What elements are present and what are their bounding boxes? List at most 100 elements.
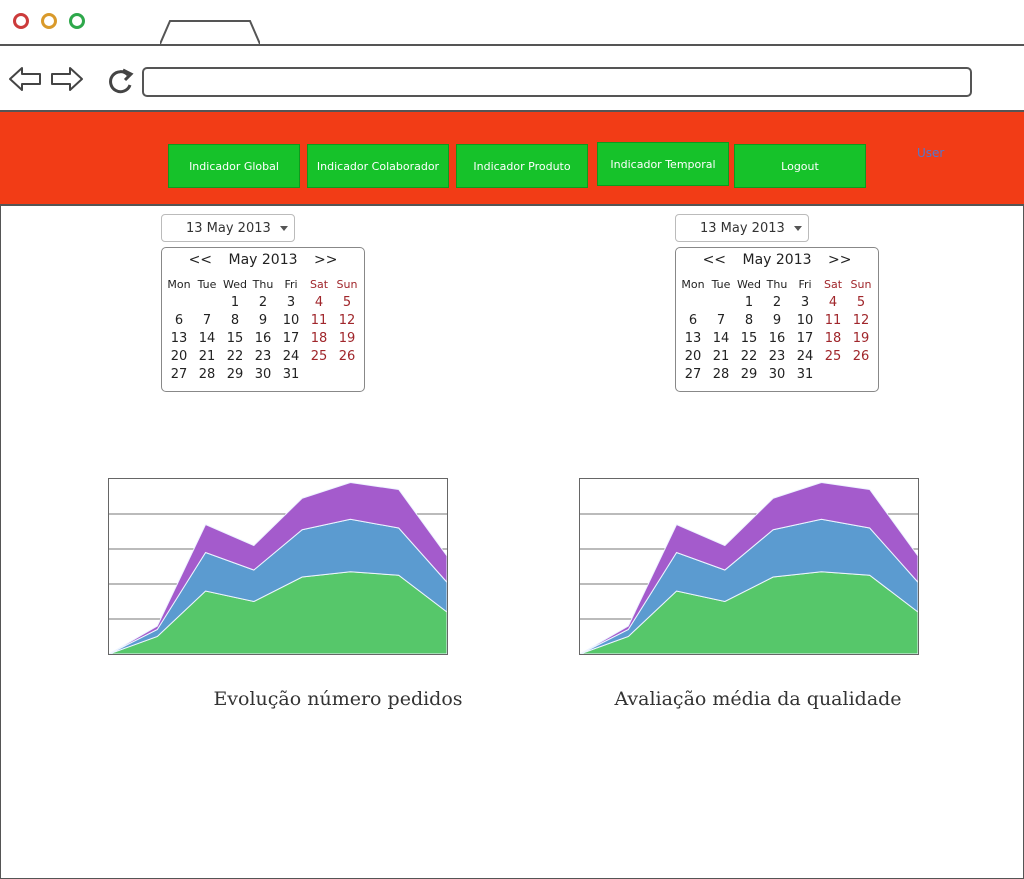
right-calendar-empty-cell bbox=[679, 294, 707, 312]
left-calendar-day-cell[interactable]: 1 bbox=[230, 295, 240, 310]
reload-icon[interactable] bbox=[106, 66, 136, 96]
right-calendar-weekday-header: Sat bbox=[823, 278, 843, 291]
left-calendar-day-cell[interactable]: 24 bbox=[282, 349, 300, 364]
left-calendar-day-cell[interactable]: 23 bbox=[254, 349, 272, 364]
left-calendar-day-cell[interactable]: 29 bbox=[226, 367, 244, 382]
left-calendar-day-cell[interactable]: 14 bbox=[198, 331, 216, 346]
back-arrow-icon[interactable] bbox=[8, 66, 42, 92]
left-calendar-day-cell[interactable]: 27 bbox=[170, 367, 188, 382]
right-calendar-month-label: May 2013 bbox=[742, 252, 812, 268]
left-date-dropdown[interactable]: 13 May 2013 bbox=[161, 214, 295, 242]
left-calendar-day-cell[interactable]: 8 bbox=[230, 313, 240, 328]
right-calendar-header: << May 2013 >> bbox=[676, 252, 878, 268]
right-calendar-day-cell[interactable]: 12 bbox=[852, 313, 870, 328]
right-calendar-weekday-header: Thu bbox=[766, 278, 788, 291]
address-bar[interactable] bbox=[142, 67, 972, 97]
left-calendar-weekday-header: Mon bbox=[167, 278, 191, 291]
right-calendar-day-cell[interactable]: 26 bbox=[852, 349, 870, 364]
left-calendar-day-cell[interactable]: 3 bbox=[286, 295, 296, 310]
left-calendar-day-cell[interactable]: 30 bbox=[254, 367, 272, 382]
left-calendar-day-cell[interactable]: 18 bbox=[310, 331, 328, 346]
left-calendar-day-cell[interactable]: 26 bbox=[338, 349, 356, 364]
right-calendar-day-cell[interactable]: 3 bbox=[800, 295, 810, 310]
right-calendar-day-cell[interactable]: 7 bbox=[716, 313, 726, 328]
menu-indicador-colaborador-button[interactable]: Indicador Colaborador bbox=[307, 144, 449, 188]
right-calendar-day-cell[interactable]: 22 bbox=[740, 349, 758, 364]
right-calendar-day-cell[interactable]: 24 bbox=[796, 349, 814, 364]
right-calendar-day-cell[interactable]: 21 bbox=[712, 349, 730, 364]
left-calendar-weekday-header: Sun bbox=[336, 278, 358, 291]
right-calendar-day-cell[interactable]: 5 bbox=[856, 295, 866, 310]
right-calendar-prev-button[interactable]: << bbox=[702, 252, 727, 268]
left-calendar-day-cell[interactable]: 22 bbox=[226, 349, 244, 364]
right-calendar-day-cell[interactable]: 18 bbox=[824, 331, 842, 346]
right-calendar-day-cell[interactable]: 13 bbox=[684, 331, 702, 346]
right-chart-caption: Avaliação média da qualidade bbox=[614, 688, 902, 710]
left-calendar-day-cell[interactable]: 11 bbox=[310, 313, 328, 328]
right-calendar-day-cell[interactable]: 23 bbox=[768, 349, 786, 364]
right-calendar-next-button[interactable]: >> bbox=[827, 252, 852, 268]
menu-indicador-produto-button[interactable]: Indicador Produto bbox=[456, 144, 588, 188]
right-calendar-day-cell[interactable]: 16 bbox=[768, 331, 786, 346]
left-calendar-next-button[interactable]: >> bbox=[313, 252, 338, 268]
right-calendar-day-cell[interactable]: 25 bbox=[824, 349, 842, 364]
left-calendar-day-cell[interactable]: 10 bbox=[282, 313, 300, 328]
right-calendar-day-cell[interactable]: 30 bbox=[768, 367, 786, 382]
right-date-dropdown[interactable]: 13 May 2013 bbox=[675, 214, 809, 242]
minimize-window-icon[interactable] bbox=[41, 13, 57, 29]
right-calendar-empty-cell bbox=[819, 366, 847, 384]
left-calendar-day-cell[interactable]: 31 bbox=[282, 367, 300, 382]
right-calendar-day-cell[interactable]: 8 bbox=[744, 313, 754, 328]
right-calendar-day-cell[interactable]: 14 bbox=[712, 331, 730, 346]
left-calendar-day-cell[interactable]: 20 bbox=[170, 349, 188, 364]
left-calendar-day-cell[interactable]: 28 bbox=[198, 367, 216, 382]
left-calendar-day-cell[interactable]: 9 bbox=[258, 313, 268, 328]
close-window-icon[interactable] bbox=[13, 13, 29, 29]
left-calendar-day-cell[interactable]: 6 bbox=[174, 313, 184, 328]
right-calendar-day-cell[interactable]: 6 bbox=[688, 313, 698, 328]
chevron-down-icon bbox=[280, 226, 288, 231]
menu-indicador-temporal-button[interactable]: Indicador Temporal bbox=[597, 142, 729, 186]
right-calendar-day-cell[interactable]: 1 bbox=[744, 295, 754, 310]
left-calendar-day-cell[interactable]: 4 bbox=[314, 295, 324, 310]
logout-button[interactable]: Logout bbox=[734, 144, 866, 188]
left-calendar-day-cell[interactable]: 17 bbox=[282, 331, 300, 346]
left-calendar-day-cell[interactable]: 12 bbox=[338, 313, 356, 328]
forward-arrow-icon[interactable] bbox=[50, 66, 84, 92]
browser-tab[interactable] bbox=[160, 20, 260, 44]
left-calendar-day-cell[interactable]: 15 bbox=[226, 331, 244, 346]
left-calendar-empty-cell bbox=[165, 384, 193, 402]
left-calendar-day-cell[interactable]: 21 bbox=[198, 349, 216, 364]
right-calendar-day-cell[interactable]: 2 bbox=[772, 295, 782, 310]
chevron-down-icon bbox=[794, 226, 802, 231]
right-calendar-day-cell[interactable]: 31 bbox=[796, 367, 814, 382]
right-calendar-grid: Mon Tue Wed Thu Fri Sat Sun 1 2 3 4 5 6 7 8 9 10 11 12 13 14… bbox=[679, 276, 877, 402]
right-calendar-weekday-header: Fri bbox=[798, 278, 812, 291]
right-calendar-day-cell[interactable]: 20 bbox=[684, 349, 702, 364]
left-calendar-prev-button[interactable]: << bbox=[188, 252, 213, 268]
left-calendar-day-cell[interactable]: 2 bbox=[258, 295, 268, 310]
left-calendar: << May 2013 >> Mon Tue Wed Thu Fri Sat Sun 1 2 3 4… bbox=[161, 247, 365, 392]
right-date-value: 13 May 2013 bbox=[700, 220, 785, 236]
right-calendar-day-cell[interactable]: 11 bbox=[824, 313, 842, 328]
right-calendar-day-cell[interactable]: 4 bbox=[828, 295, 838, 310]
left-calendar-day-cell[interactable]: 25 bbox=[310, 349, 328, 364]
left-calendar-day-cell[interactable]: 13 bbox=[170, 331, 188, 346]
left-calendar-day-cell[interactable]: 5 bbox=[342, 295, 352, 310]
left-calendar-weekday-header: Fri bbox=[284, 278, 298, 291]
right-calendar-day-cell[interactable]: 28 bbox=[712, 367, 730, 382]
left-calendar-day-cell[interactable]: 7 bbox=[202, 313, 212, 328]
right-calendar-day-cell[interactable]: 9 bbox=[772, 313, 782, 328]
maximize-window-icon[interactable] bbox=[69, 13, 85, 29]
left-calendar-weekday-header: Sat bbox=[309, 278, 329, 291]
user-link[interactable]: User bbox=[917, 146, 945, 160]
right-calendar-day-cell[interactable]: 10 bbox=[796, 313, 814, 328]
right-calendar-day-cell[interactable]: 19 bbox=[852, 331, 870, 346]
left-calendar-day-cell[interactable]: 16 bbox=[254, 331, 272, 346]
menu-indicador-global-button[interactable]: Indicador Global bbox=[168, 144, 300, 188]
right-calendar-day-cell[interactable]: 29 bbox=[740, 367, 758, 382]
right-calendar-day-cell[interactable]: 17 bbox=[796, 331, 814, 346]
right-calendar-day-cell[interactable]: 27 bbox=[684, 367, 702, 382]
left-calendar-day-cell[interactable]: 19 bbox=[338, 331, 356, 346]
right-calendar-day-cell[interactable]: 15 bbox=[740, 331, 758, 346]
